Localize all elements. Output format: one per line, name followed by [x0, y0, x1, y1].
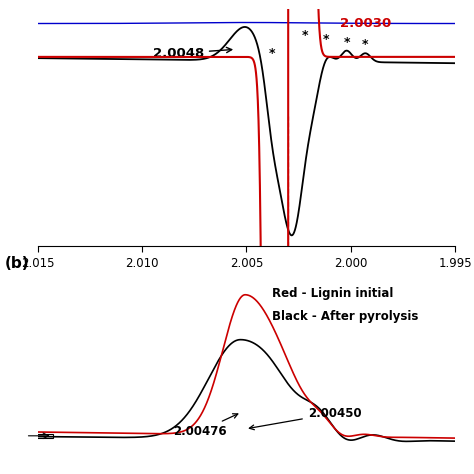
Text: 2.0030: 2.0030 — [340, 17, 392, 29]
Bar — [28, 434, 53, 438]
Text: *: * — [301, 29, 308, 42]
Text: 2.00450: 2.00450 — [249, 407, 362, 430]
Text: (b): (b) — [5, 256, 29, 271]
Text: *: * — [343, 36, 350, 49]
Text: Red - Lignin initial: Red - Lignin initial — [272, 287, 393, 300]
X-axis label: g Value: g Value — [216, 275, 277, 291]
Text: Black - After pyrolysis: Black - After pyrolysis — [272, 310, 418, 323]
Text: 2.00476: 2.00476 — [173, 414, 238, 438]
Text: *: * — [268, 47, 275, 60]
Text: 2.0048: 2.0048 — [153, 47, 232, 60]
Text: *: * — [362, 38, 369, 51]
Text: *: * — [322, 33, 329, 46]
